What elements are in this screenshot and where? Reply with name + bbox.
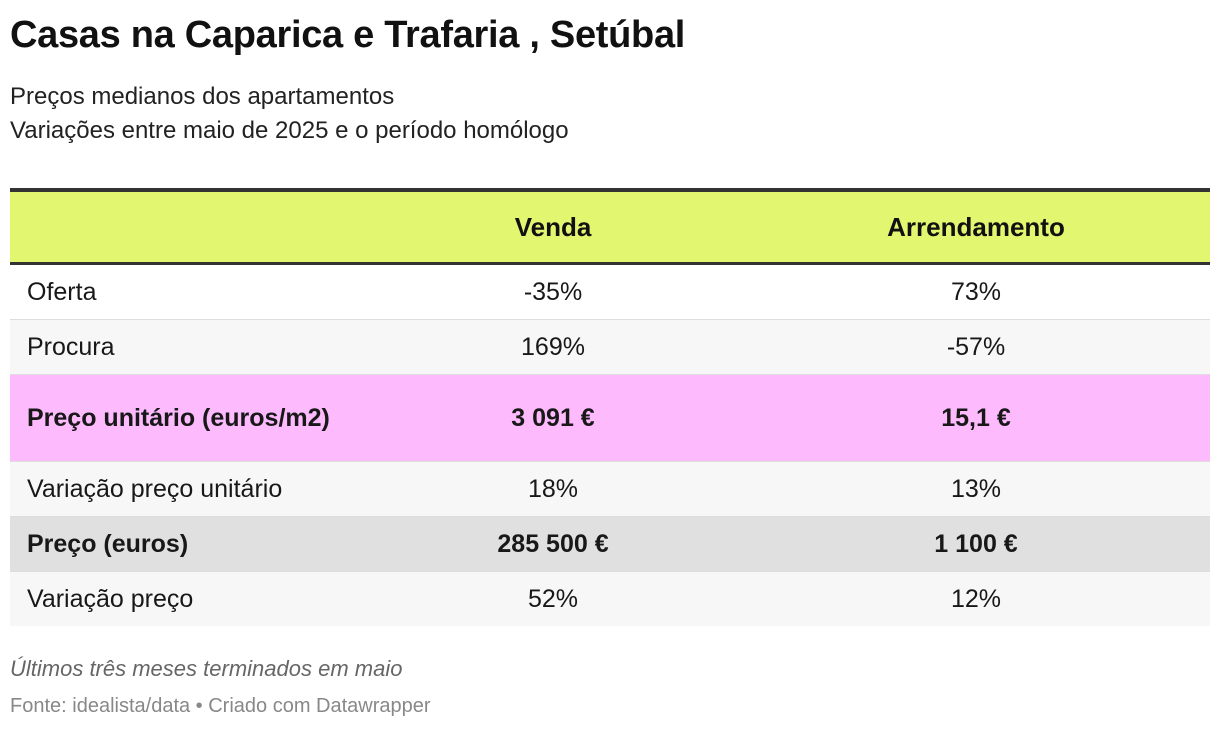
data-table: Venda Arrendamento Oferta -35% 73% Procu… — [10, 188, 1210, 626]
table-header: Venda Arrendamento — [10, 188, 1210, 265]
table-row-variacao-preco-unitario: Variação preço unitário 18% 13% — [10, 462, 1210, 517]
cell-arrendamento: 15,1 € — [941, 403, 1011, 432]
table-row-variacao-preco: Variação preço 52% 12% — [10, 572, 1210, 626]
row-label: Procura — [27, 332, 115, 361]
cell-arrendamento: -57% — [946, 332, 1006, 361]
row-label: Preço (euros) — [27, 529, 189, 558]
cell-arrendamento: 1 100 € — [934, 529, 1018, 558]
chart-source: Fonte: idealista/data • Criado com Dataw… — [10, 695, 431, 717]
cell-arrendamento: 13% — [950, 474, 1002, 503]
row-label: Variação preço — [27, 584, 194, 613]
header-arrendamento: Arrendamento — [887, 211, 1065, 242]
table-row-preco-unitario: Preço unitário (euros/m2) 3 091 € 15,1 € — [10, 375, 1210, 462]
cell-venda: 3 091 € — [511, 403, 595, 432]
cell-arrendamento: 73% — [950, 277, 1002, 306]
table-row-preco: Preço (euros) 285 500 € 1 100 € — [10, 517, 1210, 572]
table-row-procura: Procura 169% -57% — [10, 320, 1210, 375]
header-label-cell — [27, 192, 447, 262]
table-row-oferta: Oferta -35% 73% — [10, 265, 1210, 320]
chart-title: Casas na Caparica e Trafaria , Setúbal — [10, 14, 686, 56]
chart-notes: Últimos três meses terminados em maio — [10, 656, 403, 681]
cell-venda: -35% — [523, 277, 583, 306]
cell-venda: 285 500 € — [497, 529, 609, 558]
cell-arrendamento: 12% — [950, 584, 1002, 613]
subtitle-line-2: Variações entre maio de 2025 e o período… — [10, 117, 569, 144]
row-label: Variação preço unitário — [27, 474, 283, 503]
chart-subtitle: Preços medianos dos apartamentos Variaçõ… — [10, 80, 569, 148]
cell-venda: 18% — [527, 474, 579, 503]
row-label: Preço unitário (euros/m2) — [27, 404, 330, 432]
subtitle-line-1: Preços medianos dos apartamentos — [10, 83, 395, 110]
cell-venda: 169% — [521, 332, 585, 361]
cell-venda: 52% — [527, 584, 579, 613]
header-venda: Venda — [514, 211, 592, 242]
row-label: Oferta — [27, 277, 97, 306]
